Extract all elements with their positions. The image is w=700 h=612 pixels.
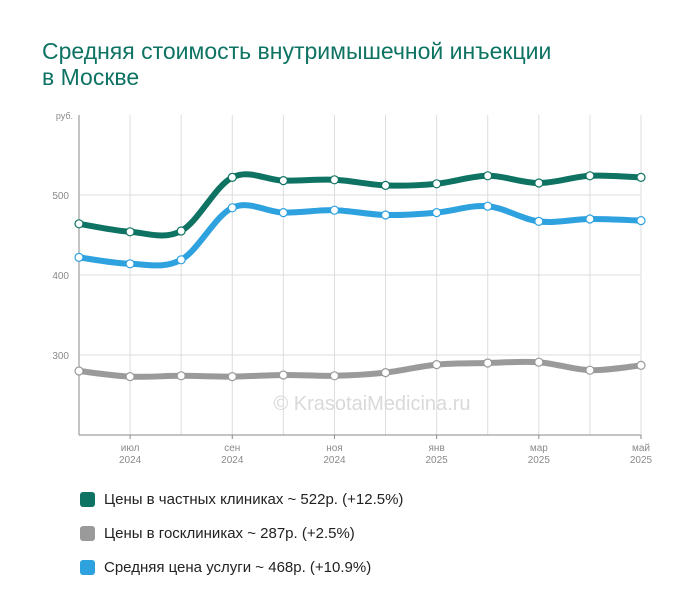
x-tick-label-month: янв: [429, 443, 445, 454]
y-unit-label: руб.: [56, 111, 73, 121]
y-tick-label: 300: [52, 351, 69, 362]
data-point: [74, 252, 84, 262]
data-point: [176, 226, 186, 236]
data-point: [483, 201, 493, 211]
data-point: [278, 370, 288, 380]
x-tick-label-year: 2024: [221, 455, 244, 466]
data-point: [227, 172, 237, 182]
data-point: [636, 216, 646, 226]
x-tick-label-year: 2025: [630, 455, 653, 466]
x-tick-label-year: 2024: [119, 455, 142, 466]
legend-item-private[interactable]: Цены в частных клиниках ~ 522р. (+12.5%): [80, 482, 403, 516]
data-point: [636, 360, 646, 370]
data-point: [227, 203, 237, 213]
data-point: [380, 210, 391, 220]
x-tick-label-year: 2025: [528, 455, 551, 466]
chart-title-line-1: Средняя стоимость внутримышечной инъекци…: [42, 38, 552, 64]
data-point: [585, 171, 595, 181]
data-point: [74, 366, 84, 376]
data-point: [380, 368, 391, 378]
data-point: [329, 175, 340, 185]
data-point: [432, 179, 442, 189]
watermark: © KrasotaiMedicina.ru: [273, 393, 470, 415]
data-point: [227, 372, 237, 382]
data-point: [380, 180, 391, 190]
x-tick-label-month: мар: [530, 443, 548, 454]
data-point: [432, 208, 442, 218]
data-point: [534, 216, 544, 226]
data-point: [432, 360, 442, 370]
data-point: [534, 357, 544, 367]
series-line: [76, 171, 644, 239]
data-point: [329, 205, 340, 215]
x-tick-label-month: май: [632, 443, 650, 454]
legend: Цены в частных клиниках ~ 522р. (+12.5%)…: [80, 482, 403, 584]
x-tick-label-month: июл: [121, 443, 140, 454]
data-point: [483, 358, 493, 368]
x-tick-label-year: 2025: [426, 455, 449, 466]
legend-swatch-public: [80, 525, 95, 541]
legend-item-public[interactable]: Цены в госклиниках ~ 287р. (+2.5%): [80, 516, 403, 550]
series-line: [76, 358, 644, 380]
data-point: [585, 214, 595, 224]
x-tick-label-month: ноя: [326, 443, 343, 454]
data-point: [483, 171, 493, 181]
chart-title-line-2: в Москве: [42, 64, 140, 90]
data-point: [636, 172, 646, 182]
data-point: [176, 255, 186, 265]
legend-item-average[interactable]: Средняя цена услуги ~ 468р. (+10.9%): [80, 550, 403, 584]
x-tick-label-month: сен: [224, 443, 240, 454]
y-tick-label: 500: [52, 191, 69, 202]
data-point: [125, 227, 135, 237]
data-point: [74, 219, 84, 229]
data-point: [329, 371, 340, 381]
legend-label-private: Цены в частных клиниках ~ 522р. (+12.5%): [104, 490, 404, 508]
data-point: [585, 365, 595, 375]
data-point: [278, 176, 288, 186]
legend-label-average: Средняя цена услуги ~ 468р. (+10.9%): [104, 558, 372, 576]
chart-title: Средняя стоимость внутримышечной инъекци…: [42, 38, 662, 90]
legend-swatch-average: [80, 559, 95, 575]
x-tick-label-year: 2024: [323, 455, 346, 466]
data-point: [176, 371, 186, 381]
data-point: [534, 178, 544, 188]
legend-label-public: Цены в госклиниках ~ 287р. (+2.5%): [104, 524, 355, 542]
y-tick-label: 400: [52, 271, 69, 282]
data-point: [278, 208, 288, 218]
data-point: [125, 259, 135, 269]
legend-swatch-private: [80, 491, 95, 507]
data-point: [125, 372, 135, 382]
